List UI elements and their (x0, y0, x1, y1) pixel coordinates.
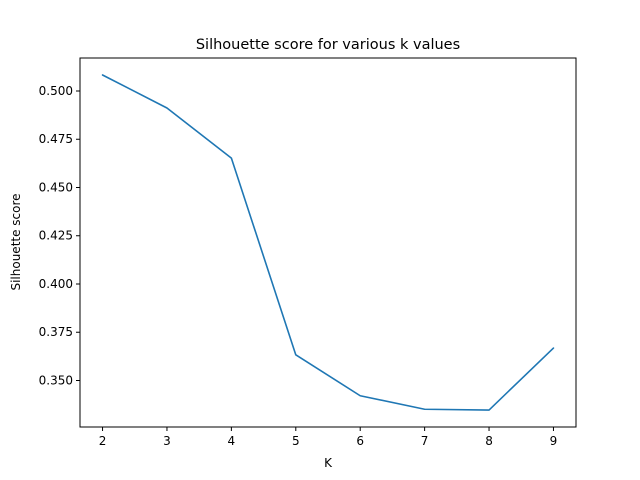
x-tick-label: 5 (292, 434, 300, 448)
series-line (101, 74, 555, 411)
x-tick-label: 4 (228, 434, 236, 448)
y-tick-label: 0.500 (39, 84, 73, 98)
y-tick-label: 0.375 (39, 325, 73, 339)
y-tick-label: 0.425 (39, 229, 73, 243)
y-tick-label: 0.450 (39, 180, 73, 194)
y-axis: 0.350 0.375 0.400 0.425 0.450 0.475 0.500 (39, 84, 80, 387)
x-axis: 2 3 4 5 6 7 8 9 (99, 427, 558, 448)
x-tick-label: 3 (163, 434, 171, 448)
y-axis-label: Silhouette score (9, 193, 23, 290)
y-tick-label: 0.350 (39, 373, 73, 387)
x-tick-label: 8 (485, 434, 493, 448)
y-tick-label: 0.400 (39, 277, 73, 291)
chart-title: Silhouette score for various k values (196, 37, 460, 53)
x-tick-label: 2 (99, 434, 107, 448)
y-tick-label: 0.475 (39, 132, 73, 146)
x-axis-label: K (324, 456, 333, 470)
x-tick-label: 9 (550, 434, 558, 448)
x-tick-label: 6 (356, 434, 364, 448)
x-tick-label: 7 (421, 434, 429, 448)
plot-area-frame (79, 57, 577, 428)
series-layer (101, 74, 555, 411)
